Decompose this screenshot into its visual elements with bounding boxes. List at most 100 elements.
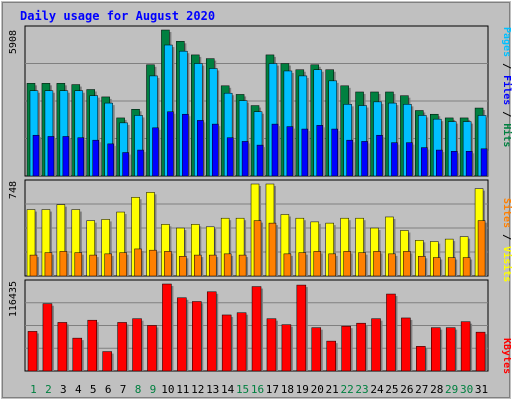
kbytes-bar: [236, 312, 247, 372]
kbytes-bar: [251, 286, 262, 372]
sites-bar: [238, 254, 247, 277]
kbytes-bar: [296, 284, 307, 372]
x-day-label: 11: [176, 383, 189, 396]
legend-sites: Sites: [501, 198, 512, 228]
pages-bar: [406, 142, 413, 177]
x-day-label: 27: [415, 383, 428, 396]
kbytes-bar: [281, 324, 292, 372]
legend-files: Files: [501, 75, 512, 105]
x-day-label: 9: [150, 383, 157, 396]
kbytes-bar: [42, 303, 53, 372]
pages-bar: [62, 136, 70, 177]
kbytes-bar: [87, 319, 97, 372]
kbytes-bar: [221, 314, 232, 372]
kbytes-bar: [341, 325, 351, 372]
pages-bar: [331, 128, 338, 177]
kbytes-bar: [371, 318, 381, 372]
pages-bar: [226, 137, 234, 177]
x-day-label: 1: [30, 383, 37, 396]
sites-bar: [29, 254, 38, 277]
x-day-label: 15: [236, 383, 249, 396]
pages-bar: [271, 123, 279, 177]
sites-bar: [328, 253, 336, 277]
pages-bar: [346, 139, 353, 177]
sites-bar: [104, 253, 112, 277]
pages-bar: [256, 144, 264, 177]
x-day-label: 25: [385, 383, 398, 396]
x-day-label: 29: [445, 383, 458, 396]
kbytes-bar: [102, 351, 112, 372]
x-day-label: 13: [206, 383, 219, 396]
sites-bar: [462, 257, 471, 277]
x-day-label: 26: [400, 383, 413, 396]
top-panel-legend: Pages / Files / Hits: [501, 27, 512, 147]
pages-bar: [182, 113, 189, 177]
x-day-label: 24: [370, 383, 384, 396]
kbytes-bar: [27, 331, 38, 372]
kbytes-bar: [311, 327, 322, 372]
pages-bar: [301, 128, 309, 177]
x-day-label: 16: [251, 383, 264, 396]
kbytes-bar: [431, 327, 441, 372]
x-day-label: 28: [430, 383, 443, 396]
legend-kbytes: KBytes: [501, 338, 512, 374]
sites-bar: [447, 257, 456, 277]
sites-bar: [388, 253, 396, 277]
kbytes-bar: [475, 331, 486, 372]
pages-bar: [450, 151, 458, 177]
sites-bar: [358, 252, 366, 277]
middle-panel-ymax-label: 748: [8, 181, 19, 199]
pages-bar: [152, 127, 159, 177]
sites-bar: [268, 222, 277, 277]
x-day-label: 2: [45, 383, 52, 396]
sites-bar: [433, 257, 441, 277]
kbytes-bar: [117, 322, 127, 372]
kbytes-bar: [192, 301, 202, 372]
pages-bar: [241, 141, 249, 177]
kbytes-bar: [177, 297, 187, 372]
pages-bar: [167, 111, 174, 177]
sites-bar: [477, 220, 486, 277]
frame-shadow: [2, 2, 510, 398]
pages-bar: [137, 149, 144, 177]
legend-separator: /: [501, 228, 512, 246]
sites-bar: [343, 251, 351, 277]
x-day-label: 12: [191, 383, 204, 396]
pages-bar: [376, 134, 383, 177]
kbytes-bar: [445, 327, 456, 372]
legend-separator: /: [501, 57, 512, 75]
kbytes-bar: [57, 322, 68, 372]
legend-visits: Visits: [501, 246, 512, 282]
legend-separator: /: [501, 105, 512, 123]
sites-bar: [418, 256, 426, 277]
legend-pages: Pages: [501, 27, 512, 57]
x-day-label: 14: [221, 383, 235, 396]
sites-bar: [89, 254, 97, 277]
pages-bar: [436, 149, 443, 177]
pages-bar: [122, 152, 129, 177]
sites-bar: [134, 248, 142, 277]
pages-bar: [32, 134, 40, 177]
x-day-label: 18: [281, 383, 294, 396]
kbytes-bar: [266, 318, 277, 372]
sites-bar: [194, 254, 202, 277]
legend-hits: Hits: [501, 123, 512, 147]
x-day-label: 10: [161, 383, 174, 396]
x-day-label: 8: [135, 383, 142, 396]
x-day-label: 3: [60, 383, 67, 396]
sites-bar: [283, 253, 292, 277]
x-day-label: 20: [311, 383, 324, 396]
kbytes-bar: [72, 337, 83, 372]
sites-bar: [44, 252, 53, 277]
pages-bar: [286, 126, 294, 177]
sites-bar: [403, 251, 411, 277]
pages-bar: [316, 125, 324, 177]
kbytes-bar: [356, 322, 366, 372]
panel-visits-sites: [24, 179, 489, 277]
sites-bar: [253, 220, 262, 277]
pages-bar: [211, 123, 219, 177]
x-day-label: 5: [90, 383, 97, 396]
sites-bar: [164, 251, 172, 277]
sites-bar: [59, 251, 68, 277]
